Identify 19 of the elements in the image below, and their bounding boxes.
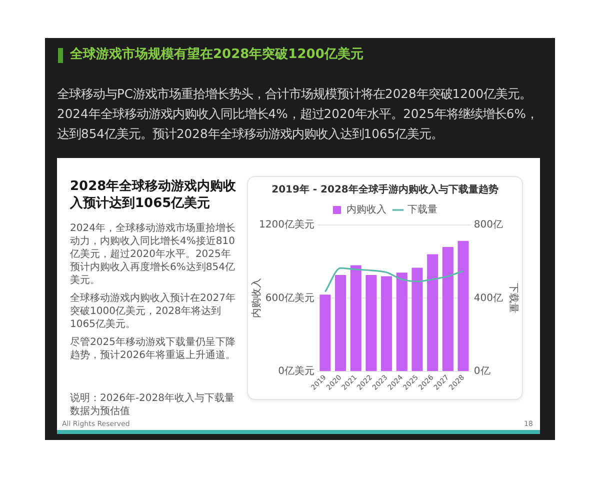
y-tick-label: 600亿美元 [265, 292, 314, 304]
line-series [324, 267, 464, 293]
y-axis-title: 内购收入 [250, 278, 263, 318]
y2-tick-label: 800亿 [474, 220, 504, 231]
text: 2024年，全球移动游戏市场重拾增长动力，内购收入同比增长4%接近810亿美元，超过2020年水平。2025年预计内购收入再度增长6%达到854亿美元。 [70, 222, 236, 287]
legend-label: 下载量 [408, 204, 438, 216]
y2-tick-label: 400亿 [474, 292, 504, 304]
text: 说明：2026年-2028年收入与下载量数据为预估值 [70, 392, 236, 418]
text: 尽管2025年移动游戏下载量仍呈下降趋势，预计2026年将重返上升通道。 [70, 336, 236, 362]
chart-title: 2019年 - 2028年全球手游内购收入与下载量趋势 [272, 184, 498, 196]
y-tick-label: 0亿美元 [278, 365, 314, 378]
legend-label: 内购收入 [346, 204, 386, 216]
text: 全球移动与PC游戏市场重拾增长势头，合计市场规模预计将在2028年突破1200亿美元。2024年全球移动游戏内购收入同比增长4%，超过2020年水平。2025年将继续增长6%，达到854亿美元。预计2028年全球移动游戏内购收入达到1065亿美元。 [57, 86, 539, 143]
y2-tick-label: 0亿 [474, 366, 490, 378]
text: 2028年全球移动游戏内购收入预计达到1065亿美元 [70, 178, 238, 212]
y-tick-label: 1200亿美元 [259, 218, 314, 231]
text: 全球移动游戏内购收入预计在2027年突破1000亿美元，2028年将达到1065亿美元。 [70, 292, 236, 331]
text: 全球游戏市场规模有望在2028年突破1200亿美元 [70, 47, 364, 63]
y2-axis-title: 下载量 [507, 283, 520, 314]
